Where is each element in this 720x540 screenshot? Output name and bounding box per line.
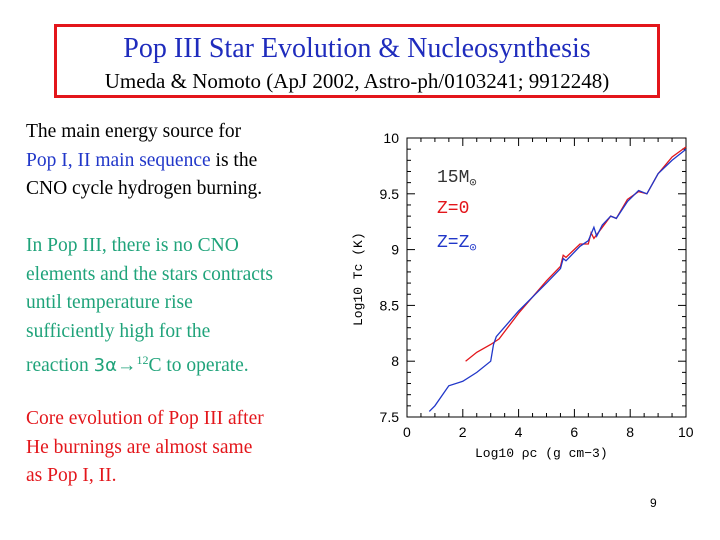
para1-line1: The main energy source for [26, 121, 242, 142]
reaction-superscript: 12 [136, 353, 149, 367]
slide-subtitle: Umeda & Nomoto (ApJ 2002, Astro-ph/01032… [104, 69, 610, 93]
y-tick-label: 9 [391, 242, 399, 258]
page-number: 9 [650, 496, 657, 510]
series-line-zsun [428, 148, 687, 412]
y-tick-label: 7.5 [380, 409, 400, 425]
para2-line5: reaction 3α→12C to operate. [26, 346, 273, 381]
para2-line5-a: reaction [26, 355, 94, 376]
slide-title: Pop III Star Evolution & Nucleosynthesis [123, 33, 591, 64]
para2-line2: elements and the stars contracts [26, 263, 273, 285]
x-tick-label: 0 [403, 424, 411, 440]
series-line-z0 [465, 146, 687, 362]
para1-line2-rest: is the [210, 149, 258, 171]
para2-line1: In Pop III, there is no CNO [26, 235, 239, 256]
paragraph-core-evolution: Core evolution of Pop III after He burni… [26, 405, 264, 491]
paragraph-energy-source: The main energy source for Pop I, II mai… [26, 118, 262, 204]
legend-z0: Z=0 [437, 199, 469, 219]
legend-zsun: Z=Z⊙ [437, 233, 477, 255]
y-tick-label: 8.5 [380, 297, 400, 313]
x-tick-label: 8 [626, 424, 634, 440]
chart-lines [428, 146, 687, 412]
sun-symbol-2: ⊙ [469, 241, 476, 255]
reaction-3alpha: 3α [93, 355, 117, 376]
paragraph-pop3: In Pop III, there is no CNO elements and… [26, 232, 273, 381]
para1-line3: CNO cycle hydrogen burning. [26, 178, 263, 199]
para2-line4: sufficiently high for the [26, 320, 211, 342]
reaction-arrow: → [117, 355, 137, 376]
para2-line5-e: C to operate. [148, 355, 249, 376]
para1-line2: Pop I, II main sequence is the [26, 147, 262, 176]
x-tick-label: 2 [459, 424, 467, 440]
para1-line2-blue: Pop I, II main sequence [26, 149, 211, 171]
y-tick-label: 9.5 [380, 186, 400, 202]
y-tick-label: 10 [383, 130, 399, 146]
para3-line2: He burnings are almost same [26, 436, 253, 458]
sun-symbol: ⊙ [469, 176, 476, 190]
legend-mass: 15M⊙ [437, 168, 477, 190]
para3-line1: Core evolution of Pop III after [26, 408, 264, 429]
y-tick-label: 8 [391, 353, 399, 369]
para3-line3: as Pop I, II. [26, 465, 117, 486]
title-box: Pop III Star Evolution & Nucleosynthesis… [54, 24, 660, 98]
y-axis-label: Log10 Tc (K) [351, 232, 366, 326]
chart-ticks: 0 2 4 6 8 10 7.5 8 8.5 9 9.5 10 [380, 130, 694, 440]
x-tick-label: 6 [570, 424, 578, 440]
x-tick-label: 4 [515, 424, 523, 440]
x-axis-label: Log10 ρc (g cm−3) [475, 446, 608, 461]
x-tick-label: 10 [678, 424, 694, 440]
tc-rho-chart: 0 2 4 6 8 10 7.5 8 8.5 9 9.5 10 Log10 Tc (K) Log10 … [351, 130, 694, 461]
para2-line3: until temperature rise [26, 292, 193, 313]
